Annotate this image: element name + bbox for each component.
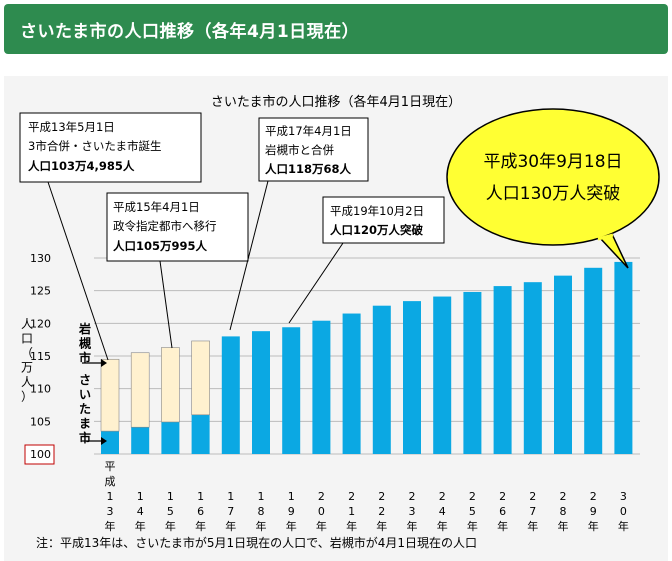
annotation-h30-callout: 平成30年9月18日 人口130万人突破 <box>446 108 660 269</box>
y-label-char: 人 <box>21 375 33 389</box>
series-labels: 岩槻市 さいたま市 <box>78 321 107 445</box>
y-tick-label: 105 <box>30 415 51 428</box>
svg-text:平成13年5月1日: 平成13年5月1日 <box>28 120 115 134</box>
page-header: さいたま市の人口推移（各年4月1日現在） <box>4 4 668 54</box>
bar-saitama <box>191 414 210 454</box>
bar-iwatsuki <box>100 358 120 432</box>
bar-saitama <box>312 320 331 454</box>
y-tick-label: 125 <box>30 285 51 298</box>
y-label-char: 人 <box>21 317 33 331</box>
bar-saitama <box>131 427 150 454</box>
saitama-label: さいたま市 <box>79 373 91 445</box>
bar-saitama <box>372 305 391 454</box>
svg-text:人口103万4,985人: 人口103万4,985人 <box>28 159 135 173</box>
bar-saitama <box>252 331 270 454</box>
bar-saitama <box>584 267 603 454</box>
svg-text:平成17年4月1日: 平成17年4月1日 <box>265 124 352 138</box>
y-label-char: 万 <box>21 361 33 375</box>
bar-saitama <box>493 286 512 454</box>
y-label-char: （ <box>21 346 33 360</box>
y-tick-100-box <box>24 444 55 465</box>
svg-text:政令指定都市へ移行: 政令指定都市へ移行 <box>113 219 217 233</box>
svg-text:岩槻市と合併: 岩槻市と合併 <box>265 143 334 157</box>
bar-saitama <box>554 275 572 454</box>
x-tick-label: 平成 1 3 年 <box>105 460 116 533</box>
bar-saitama <box>342 313 361 454</box>
annotation-h13: 平成13年5月1日 3市合併・さいたま市誕生 人口103万4,985人 <box>19 112 202 361</box>
annotation-h17: 平成17年4月1日 岩槻市と合併 人口118万68人 <box>229 117 369 331</box>
bar-saitama <box>523 282 542 454</box>
svg-text:人口130万人突破: 人口130万人突破 <box>486 184 620 204</box>
svg-text:平成15年4月1日: 平成15年4月1日 <box>113 200 200 214</box>
svg-text:人口118万68人: 人口118万68人 <box>265 162 352 176</box>
y-tick-labels: 100 105 110 115 120 125 130 <box>24 252 55 465</box>
y-axis-label: 人口（万人） <box>21 317 33 404</box>
annotation-h15: 平成15年4月1日 政令指定都市へ移行 人口105万995人 <box>106 192 249 349</box>
arrow-saitama-head <box>101 437 107 445</box>
bar-saitama <box>221 336 240 454</box>
y-tick-label: 120 <box>30 317 51 330</box>
y-label-char: 口 <box>21 332 33 346</box>
bar-iwatsuki <box>161 347 180 423</box>
page-title: さいたま市の人口推移（各年4月1日現在） <box>20 22 360 42</box>
bar-saitama <box>161 421 180 454</box>
svg-text:人口120万人突破: 人口120万人突破 <box>330 223 424 237</box>
bars <box>100 261 633 454</box>
y-label-char: ） <box>21 390 33 404</box>
y-tick-label: 110 <box>30 383 51 396</box>
x-tick-labels: 平成 1 3 年 1 4 年 1 5 年 1 6 年 1 7 年 1 8 年 1 9 年 2 0 年 2 1 年 2 2 年 2 3 年 2 4 年 2 5… <box>105 460 629 533</box>
svg-text:3市合併・さいたま市誕生: 3市合併・さいたま市誕生 <box>28 139 161 153</box>
svg-text:人口（万人）: 人口（万人） <box>21 317 33 404</box>
svg-text:平成19年10月2日: 平成19年10月2日 <box>330 204 424 218</box>
bar-saitama <box>463 291 482 454</box>
y-tick-label: 100 <box>30 448 51 461</box>
chart-title: さいたま市の人口推移（各年4月1日現在） <box>211 94 461 110</box>
bar-saitama <box>614 261 633 454</box>
y-tick-label: 130 <box>30 252 51 265</box>
svg-text:平成30年9月18日: 平成30年9月18日 <box>483 152 622 172</box>
annotation-h19: 平成19年10月2日 人口120万人突破 <box>288 196 445 324</box>
arrow-iwatsuki-head <box>101 359 107 367</box>
bar-saitama <box>433 296 452 454</box>
footnote: 注：平成13年は、さいたま市が5月1日現在の人口で、岩槻市が4月1日現在の人口 <box>36 535 477 550</box>
bar-saitama <box>403 301 421 454</box>
svg-text:人口105万995人: 人口105万995人 <box>113 239 208 253</box>
y-tick-label: 115 <box>30 350 51 363</box>
bar-saitama <box>101 431 119 454</box>
iwatsuki-label: 岩槻市 <box>78 321 91 365</box>
bar-iwatsuki <box>130 352 150 428</box>
bar-saitama <box>282 327 301 454</box>
bar-iwatsuki <box>191 340 210 416</box>
